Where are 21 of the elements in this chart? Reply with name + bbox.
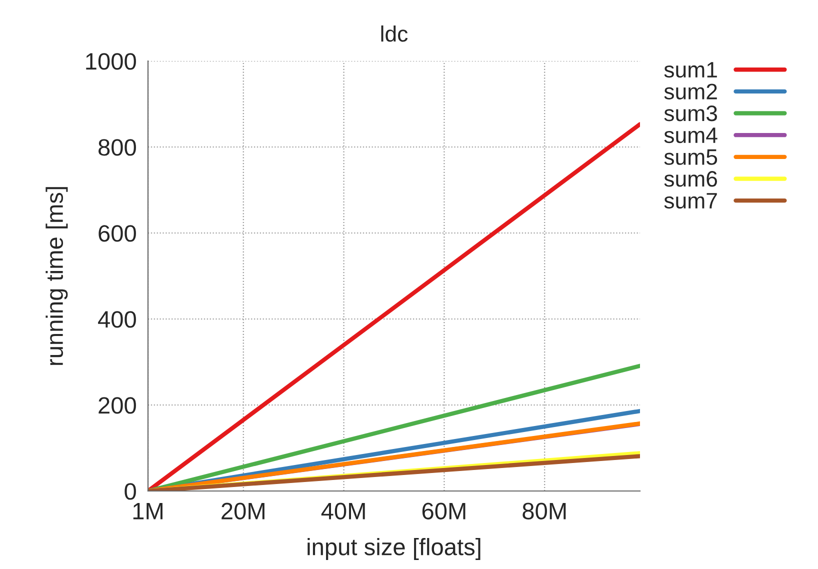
legend-label: sum3	[664, 106, 718, 122]
y-tick-label: 400	[98, 311, 136, 328]
y-tick-label: 600	[98, 225, 136, 242]
chart-title: ldc	[381, 25, 408, 42]
legend-label: sum7	[664, 193, 717, 209]
x-tick-label: 20M	[222, 502, 264, 520]
legend-label: sum5	[664, 149, 718, 165]
legend-label: sum6	[664, 171, 718, 187]
x-tick-label: 40M	[321, 502, 365, 520]
x-tick-label: 60M	[422, 502, 466, 520]
x-tick-label: 1M	[133, 502, 162, 520]
y-tick-label: 200	[98, 397, 136, 414]
y-tick-label: 800	[98, 139, 136, 156]
legend-label: sum2	[664, 84, 717, 100]
legend-label: sum1	[664, 62, 717, 78]
y-tick-label: 1000	[86, 53, 136, 70]
x-axis-title: input size [floats]	[308, 538, 480, 560]
x-tick-label: 80M	[522, 502, 566, 520]
y-axis-title: running time [ms]	[46, 187, 68, 365]
y-tick-label: 0	[124, 483, 136, 500]
legend-label: sum4	[664, 128, 718, 144]
